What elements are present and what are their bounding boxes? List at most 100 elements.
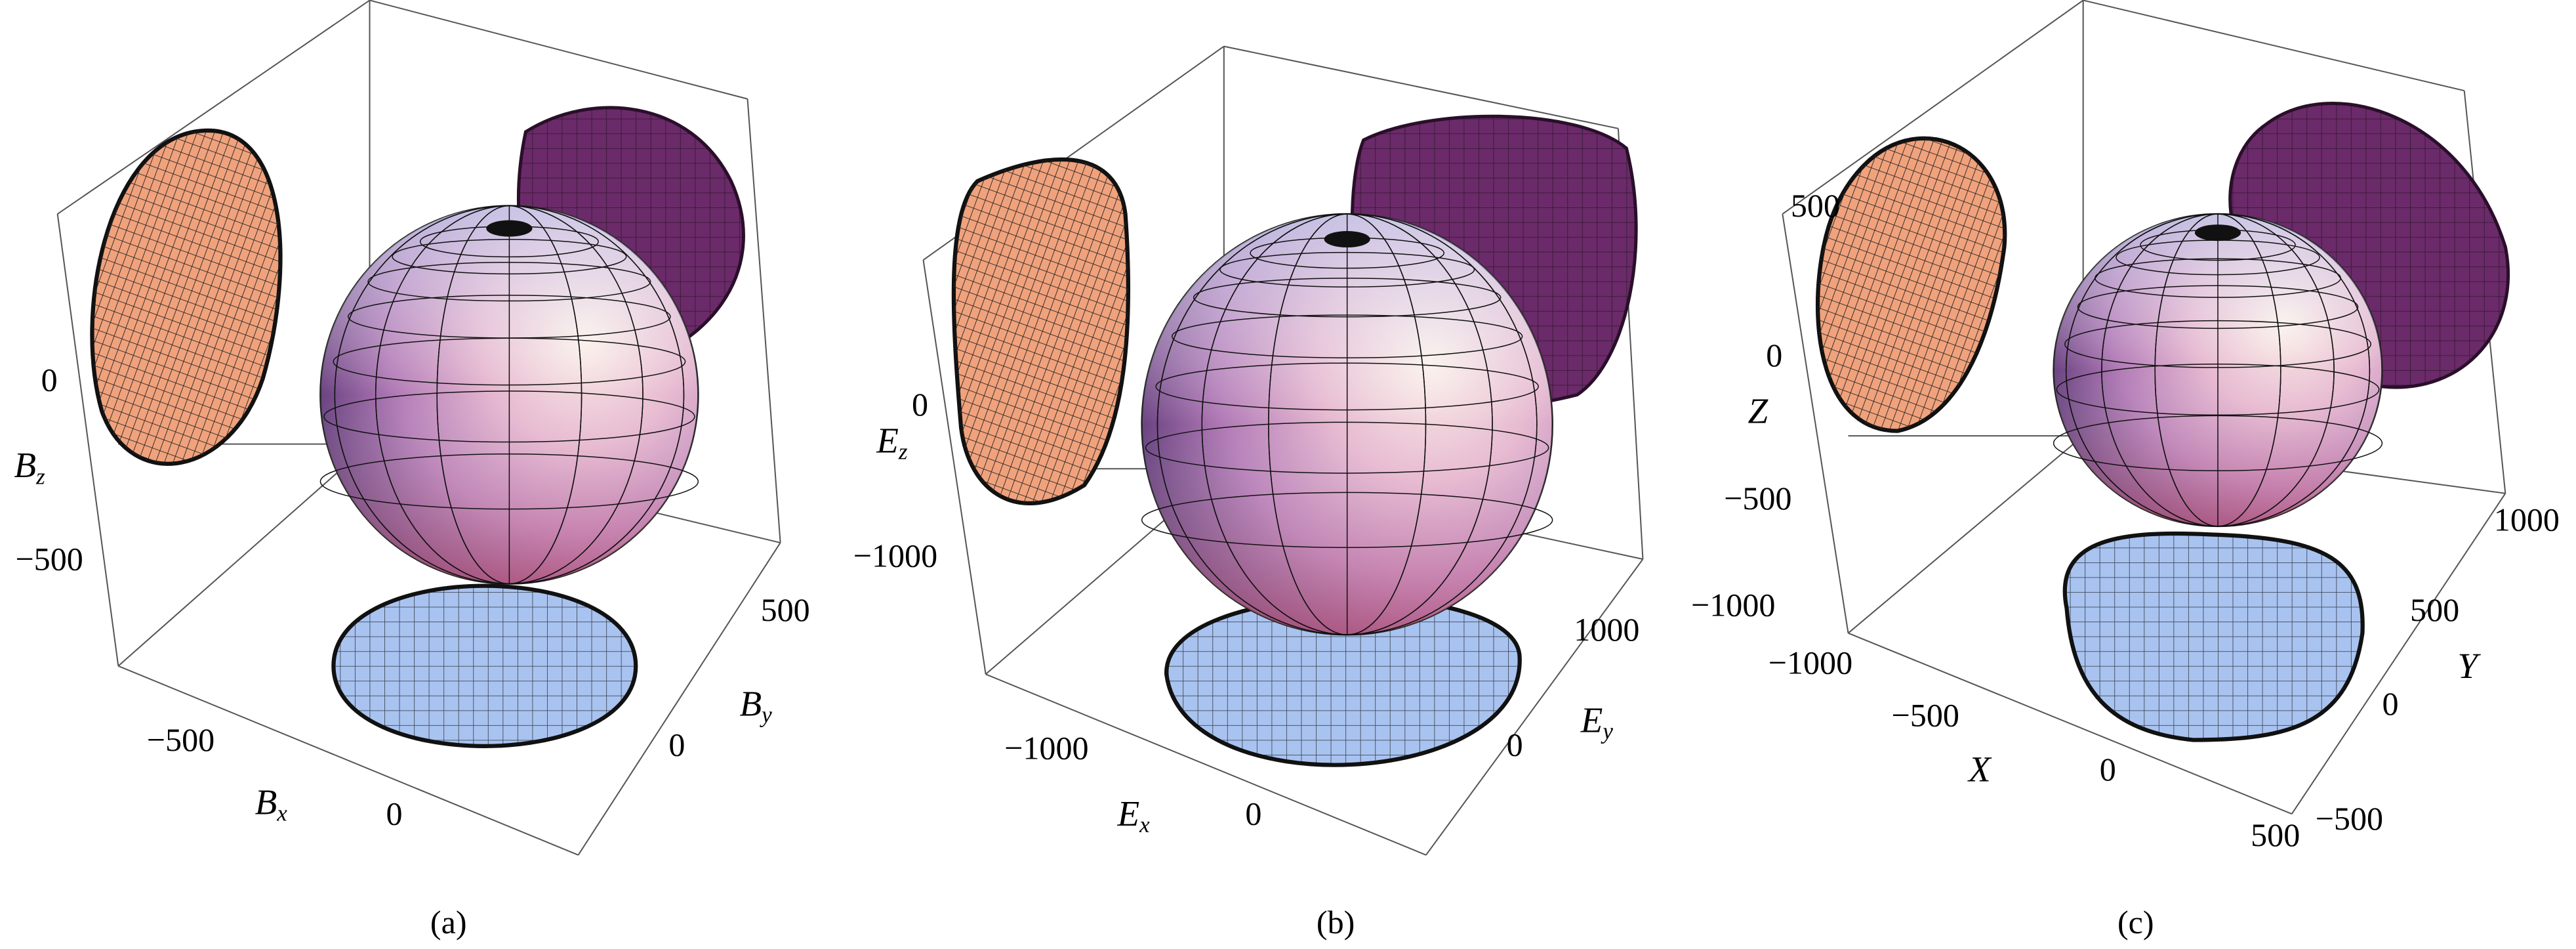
y-tick-label: −500 [2316, 800, 2383, 837]
axis-subscript: x [1139, 812, 1150, 837]
z-tick-label: 0 [41, 362, 58, 398]
surface-mesh [2053, 415, 2383, 472]
y-tick-label: 500 [761, 591, 810, 628]
panel: 0 −500 Bz −500 0 Bx 500 0 By (a) [14, 0, 810, 940]
axis-subscript: y [760, 702, 772, 727]
pole [2194, 224, 2241, 242]
surface-mesh [2056, 363, 2380, 416]
surface-mesh [392, 239, 627, 275]
box-edge [746, 98, 781, 543]
projection-xy-mesh [333, 585, 636, 746]
surface-mesh [2065, 213, 2371, 527]
surface-mesh [367, 261, 651, 302]
surface-mesh [1193, 278, 1502, 318]
axis-label: Ez [876, 420, 908, 464]
axis-symbol: Z [1748, 390, 1768, 431]
box-edge [1782, 213, 1849, 633]
axis-symbol: B [14, 445, 36, 485]
x-tick-label: −500 [147, 721, 215, 758]
y-tick-label: 1000 [1574, 611, 1639, 648]
surface-mesh [319, 453, 699, 510]
axis-subscript: y [1601, 719, 1613, 744]
surface-mesh [2077, 285, 2359, 329]
axis-symbol: X [1967, 749, 1992, 789]
box-edge [985, 673, 1427, 856]
x-tick-label: −1000 [1004, 730, 1088, 767]
surface-mesh [1141, 492, 1553, 549]
surface-mesh [334, 205, 685, 585]
axis-symbol: E [1580, 700, 1603, 740]
axis-subscript: z [35, 463, 45, 489]
axis-symbol: E [1116, 793, 1139, 833]
surface-mesh [323, 390, 695, 443]
box-edge [1782, 0, 2084, 215]
box-edge [2291, 493, 2506, 814]
panel: 500 0 −500 −1000 Z −1000 −500 0 500 X 1000 500 0 −500… [1691, 0, 2560, 940]
y-tick-label: 0 [1507, 726, 1523, 763]
surface-mesh [1145, 421, 1549, 474]
pole [1324, 230, 1370, 248]
z-tick-label: 500 [1791, 187, 1840, 224]
x-tick-label: −500 [1892, 696, 1959, 733]
z-tick-label: −500 [15, 540, 83, 577]
x-tick-label: 500 [2251, 816, 2300, 853]
x-tick-label: 0 [2100, 751, 2116, 788]
z-tick-label: −1000 [853, 537, 937, 574]
axis-label: Bz [14, 445, 45, 489]
box-edge [922, 260, 987, 675]
surface-mesh [1155, 362, 1539, 411]
axis-symbol: E [876, 420, 899, 460]
pole [486, 220, 533, 237]
surface-mesh [1156, 213, 1538, 635]
projection-xz-mesh [1818, 138, 2005, 431]
y-tick-label: 500 [2410, 591, 2459, 628]
axis-label: Ey [1580, 700, 1614, 744]
projection-xz-mesh [953, 159, 1128, 503]
caption: (c) [2117, 904, 2154, 940]
axis-subscript: z [898, 439, 908, 465]
z-tick-label: 0 [1766, 337, 1782, 373]
box-edge [117, 443, 371, 667]
box-edge [2083, 0, 2464, 92]
box-edge [1848, 632, 2293, 815]
axis-label: By [739, 683, 772, 727]
x-tick-label: −1000 [1768, 644, 1852, 681]
surface-mesh [333, 337, 686, 386]
axis-symbol: Y [2457, 645, 2481, 685]
caption: (a) [430, 904, 467, 940]
box-edge [1847, 435, 2084, 634]
box-edge [117, 665, 579, 856]
x-tick-label: 0 [386, 795, 403, 832]
surface-mesh [1219, 251, 1475, 287]
caption: (b) [1317, 904, 1355, 940]
projection-xy-mesh [1166, 598, 1520, 765]
box-edge [369, 0, 748, 100]
axis-symbol: B [255, 782, 277, 822]
x-tick-label: 0 [1245, 795, 1261, 832]
projection-xz-mesh [92, 130, 281, 464]
y-tick-label: 0 [668, 726, 685, 763]
box-edge [1223, 45, 1619, 129]
box-edge [56, 213, 119, 666]
surface-mesh [1171, 314, 1523, 358]
y-tick-label: 0 [2382, 685, 2398, 722]
y-tick-label: 1000 [2494, 501, 2560, 538]
panels: 0−500Bz−5000Bx5000By(a)0−1000Ez−10000Ex1… [14, 0, 2560, 940]
z-tick-label: −500 [1724, 480, 1791, 517]
surface-shade [320, 205, 699, 584]
projection-xy-mesh [2064, 533, 2363, 740]
axis-subscript: x [276, 801, 287, 826]
z-tick-label: 0 [912, 386, 928, 423]
axis-label: Z [1748, 390, 1768, 431]
surface-mesh [2064, 320, 2371, 368]
axis-label: Y [2457, 645, 2481, 685]
box-edge [1425, 559, 1644, 856]
axis-symbol: B [739, 683, 762, 723]
box-edge [57, 0, 371, 215]
axis-label: X [1967, 749, 1992, 789]
box-edge [577, 542, 781, 856]
z-tick-label: −1000 [1691, 587, 1775, 623]
axis-label: Bx [255, 782, 288, 826]
